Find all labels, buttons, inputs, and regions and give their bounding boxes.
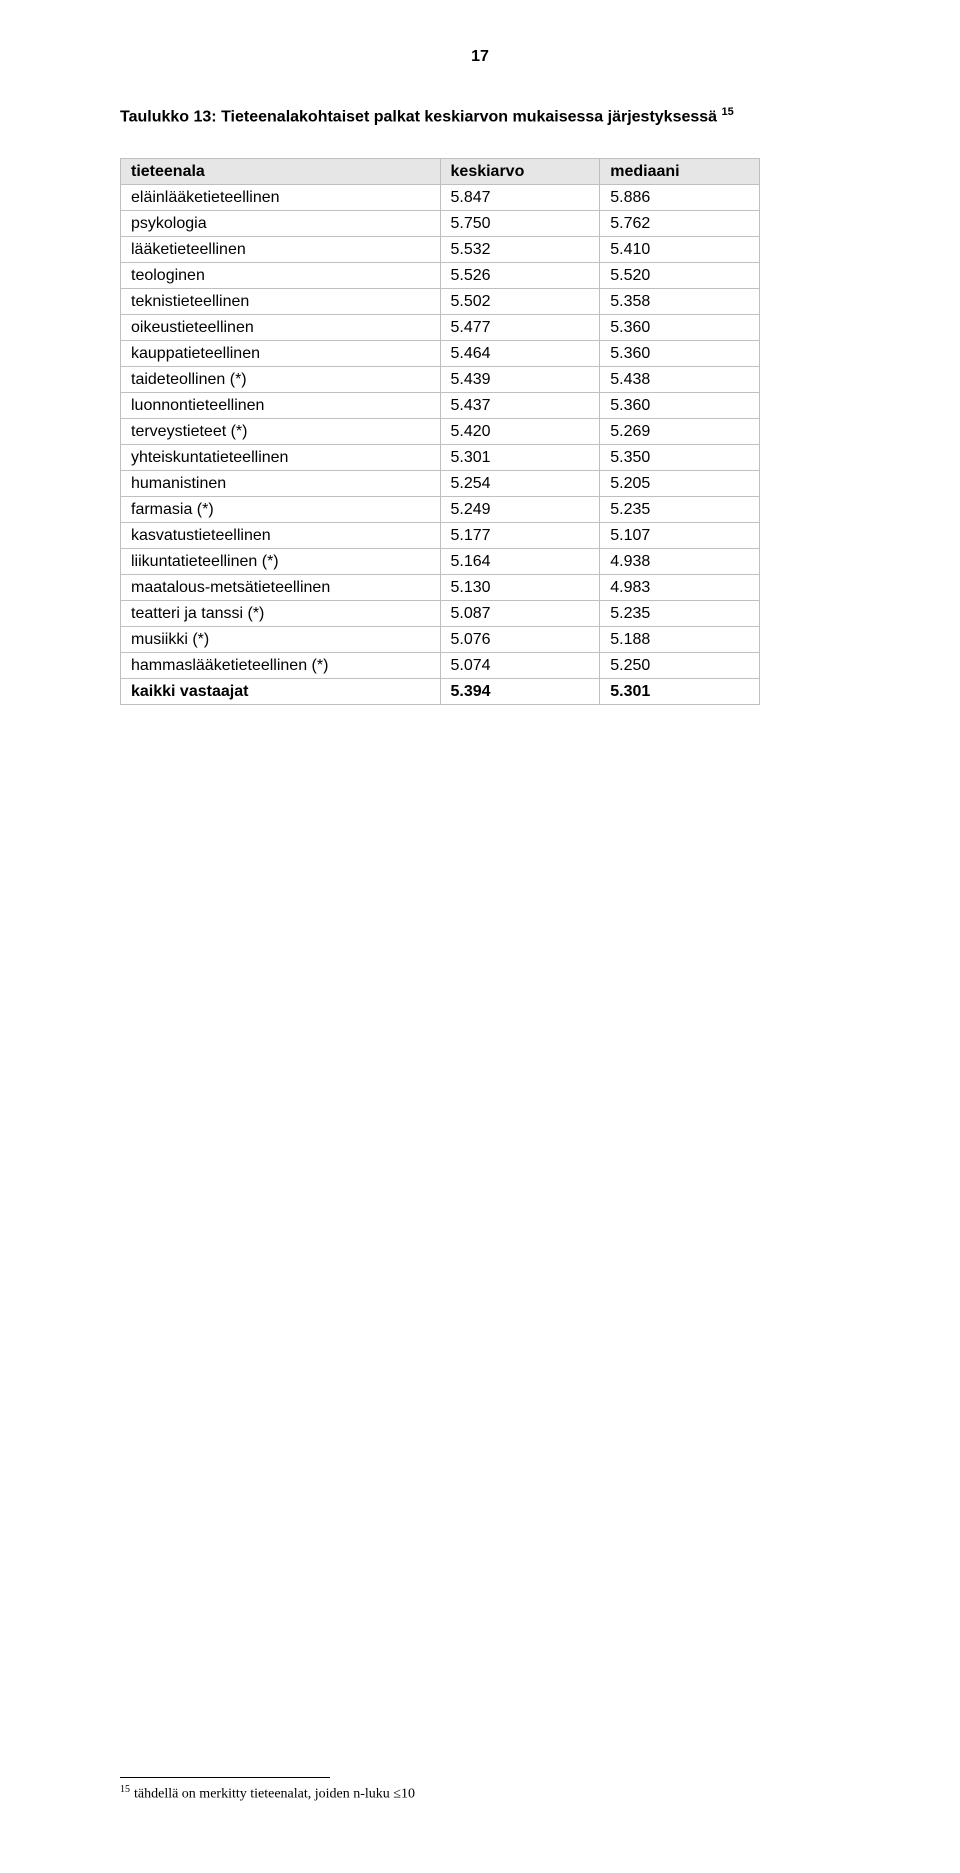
footer: 15 tähdellä on merkitty tieteenalat, joid… [120,1777,840,1803]
cell-avg: 5.439 [440,367,600,393]
cell-med: 5.107 [600,523,760,549]
cell-label: terveystieteet (*) [121,419,441,445]
table-row: humanistinen5.2545.205 [121,471,760,497]
cell-avg: 5.464 [440,341,600,367]
table-row: teologinen5.5265.520 [121,263,760,289]
cell-med: 5.235 [600,601,760,627]
cell-label: maatalous-metsätieteellinen [121,575,441,601]
cell-med: 5.235 [600,497,760,523]
cell-avg: 5.420 [440,419,600,445]
cell-label: hammaslääketieteellinen (*) [121,653,441,679]
table-row: kauppatieteellinen5.4645.360 [121,341,760,367]
table-row: luonnontieteellinen5.4375.360 [121,393,760,419]
cell-avg: 5.254 [440,471,600,497]
cell-med: 5.520 [600,263,760,289]
cell-label: teatteri ja tanssi (*) [121,601,441,627]
table-row: musiikki (*)5.0765.188 [121,627,760,653]
cell-med: 5.438 [600,367,760,393]
col-header-label: tieteenala [121,159,441,185]
cell-med: 5.188 [600,627,760,653]
cell-label: kasvatustieteellinen [121,523,441,549]
footnote-text: tähdellä on merkitty tieteenalat, joiden… [134,1787,415,1802]
cell-avg: 5.750 [440,211,600,237]
table-row: lääketieteellinen5.5325.410 [121,237,760,263]
cell-avg: 5.526 [440,263,600,289]
cell-med: 5.762 [600,211,760,237]
cell-label: teknistieteellinen [121,289,441,315]
cell-med: 4.983 [600,575,760,601]
cell-med: 5.358 [600,289,760,315]
cell-avg: 5.076 [440,627,600,653]
table-row: liikuntatieteellinen (*)5.1644.938 [121,549,760,575]
table-row: yhteiskuntatieteellinen5.3015.350 [121,445,760,471]
table-row: eläinlääketieteellinen5.8475.886 [121,185,760,211]
cell-med: 5.250 [600,653,760,679]
cell-avg: 5.130 [440,575,600,601]
cell-label: oikeustieteellinen [121,315,441,341]
cell-label: psykologia [121,211,441,237]
title-text: Taulukko 13: Tieteenalakohtaiset palkat … [120,108,722,125]
cell-med: 4.938 [600,549,760,575]
table-total-row: kaikki vastaajat 5.394 5.301 [121,679,760,705]
cell-total-avg: 5.394 [440,679,600,705]
cell-avg: 5.177 [440,523,600,549]
table-row: terveystieteet (*)5.4205.269 [121,419,760,445]
table-row: hammaslääketieteellinen (*)5.0745.250 [121,653,760,679]
footnote-rule [120,1777,330,1778]
cell-label: farmasia (*) [121,497,441,523]
cell-med: 5.269 [600,419,760,445]
cell-med: 5.410 [600,237,760,263]
cell-avg: 5.502 [440,289,600,315]
footnote: 15 tähdellä on merkitty tieteenalat, joid… [120,1784,840,1803]
title-superscript: 15 [722,106,734,118]
cell-label: taideteollinen (*) [121,367,441,393]
table-row: taideteollinen (*)5.4395.438 [121,367,760,393]
cell-label: kauppatieteellinen [121,341,441,367]
cell-total-label: kaikki vastaajat [121,679,441,705]
cell-avg: 5.301 [440,445,600,471]
table-row: maatalous-metsätieteellinen5.1304.983 [121,575,760,601]
cell-avg: 5.164 [440,549,600,575]
table-row: teknistieteellinen5.5025.358 [121,289,760,315]
page: 17 Taulukko 13: Tieteenalakohtaiset palk… [0,0,960,1873]
cell-total-med: 5.301 [600,679,760,705]
cell-avg: 5.437 [440,393,600,419]
cell-med: 5.360 [600,393,760,419]
cell-label: musiikki (*) [121,627,441,653]
cell-label: luonnontieteellinen [121,393,441,419]
cell-avg: 5.087 [440,601,600,627]
table-row: farmasia (*)5.2495.235 [121,497,760,523]
cell-med: 5.360 [600,315,760,341]
cell-med: 5.886 [600,185,760,211]
table-row: teatteri ja tanssi (*)5.0875.235 [121,601,760,627]
cell-label: eläinlääketieteellinen [121,185,441,211]
cell-avg: 5.477 [440,315,600,341]
table-row: kasvatustieteellinen5.1775.107 [121,523,760,549]
cell-avg: 5.249 [440,497,600,523]
cell-label: liikuntatieteellinen (*) [121,549,441,575]
footnote-number: 15 [120,1784,130,1795]
salary-table: tieteenala keskiarvo mediaani eläinlääke… [120,158,760,705]
cell-med: 5.350 [600,445,760,471]
cell-label: yhteiskuntatieteellinen [121,445,441,471]
table-row: oikeustieteellinen5.4775.360 [121,315,760,341]
col-header-median: mediaani [600,159,760,185]
col-header-avg: keskiarvo [440,159,600,185]
page-number: 17 [120,48,840,66]
cell-avg: 5.847 [440,185,600,211]
cell-avg: 5.532 [440,237,600,263]
cell-label: teologinen [121,263,441,289]
cell-med: 5.360 [600,341,760,367]
table-header-row: tieteenala keskiarvo mediaani [121,159,760,185]
cell-label: humanistinen [121,471,441,497]
cell-avg: 5.074 [440,653,600,679]
cell-label: lääketieteellinen [121,237,441,263]
table-row: psykologia5.7505.762 [121,211,760,237]
cell-med: 5.205 [600,471,760,497]
table-title: Taulukko 13: Tieteenalakohtaiset palkat … [120,106,840,126]
